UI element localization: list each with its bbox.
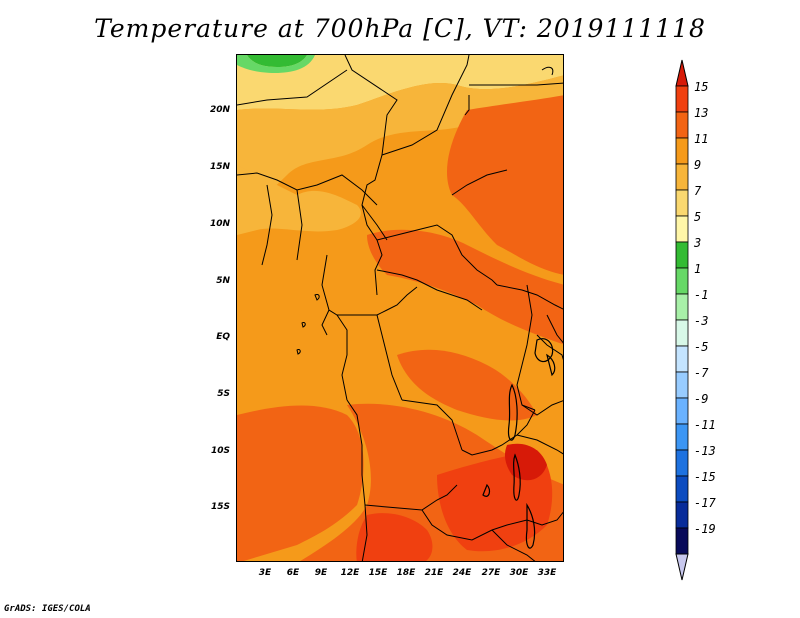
colorbar-swatch: [675, 475, 689, 503]
field-cool-edge: [237, 55, 315, 73]
colorbar-label: 15: [694, 80, 709, 94]
colorbar-label: -15: [694, 470, 716, 484]
colorbar-swatch: [675, 345, 689, 373]
colorbar-swatch: [675, 527, 689, 555]
colorbar-swatch: [675, 189, 689, 217]
colorbar-swatch: [675, 449, 689, 477]
colorbar-label: 7: [694, 184, 702, 198]
field-west-patch: [237, 165, 361, 235]
colorbar-label: -1: [694, 288, 709, 302]
colorbar-swatch: [675, 85, 689, 113]
colorbar-swatch: [675, 137, 689, 165]
lat-tick-label: 15S: [210, 502, 230, 512]
lat-tick-label: 20N: [209, 105, 230, 115]
field-west-coast: [237, 305, 262, 390]
colorbar-label: -17: [694, 496, 716, 510]
lat-tick-label: 5S: [217, 389, 230, 399]
colorbar-swatch: [675, 293, 689, 321]
colorbar-swatch: [675, 397, 689, 425]
colorbar-label: -7: [694, 366, 709, 380]
field-east-warm: [447, 95, 563, 275]
colorbar-label: -11: [694, 418, 716, 432]
lon-tick-label: 18E: [396, 568, 416, 578]
colorbar-label: -3: [694, 314, 709, 328]
lake-outlines: [482, 338, 556, 549]
field-north-band: [237, 55, 563, 110]
colorbar: [675, 59, 689, 581]
field-hottest-spot: [504, 443, 547, 481]
lon-tick-label: 33E: [537, 568, 557, 578]
colorbar-label: -9: [694, 392, 709, 406]
coast-features: [296, 66, 554, 355]
lon-tick-label: 24E: [452, 568, 472, 578]
grads-credit: GrADS: IGES/COLA: [4, 604, 91, 614]
map-title: Temperature at 700hPa [C], VT: 201911111…: [94, 14, 706, 43]
lon-tick-label: 15E: [368, 568, 388, 578]
lon-tick-label: 30E: [509, 568, 529, 578]
colorbar-arrow-top: [675, 59, 689, 87]
colorbar-label: 5: [694, 210, 702, 224]
lat-tick-label: 5N: [216, 276, 230, 286]
colorbar-swatch: [675, 241, 689, 269]
colorbar-swatch: [675, 111, 689, 139]
colorbar-swatch: [675, 423, 689, 451]
lon-tick-label: 27E: [481, 568, 501, 578]
colorbar-swatch: [675, 215, 689, 243]
colorbar-label: 11: [694, 132, 709, 146]
colorbar-label: 13: [694, 106, 709, 120]
field-basin-warm: [397, 349, 537, 421]
lon-tick-label: 12E: [340, 568, 360, 578]
lon-tick-label: 3E: [258, 568, 272, 578]
colorbar-arrow-bottom: [675, 553, 689, 581]
field-hot-south: [356, 513, 433, 561]
country-borders: [237, 55, 563, 561]
colorbar-swatch: [675, 501, 689, 529]
lon-tick-label: 9E: [314, 568, 328, 578]
field-central-warm: [367, 229, 563, 345]
colorbar-label: -13: [694, 444, 716, 458]
lat-tick-label: 10S: [210, 446, 230, 456]
lat-tick-label: 15N: [209, 162, 230, 172]
lon-tick-label: 6E: [286, 568, 300, 578]
colorbar-label: 1: [694, 262, 702, 276]
colorbar-label: -5: [694, 340, 709, 354]
colorbar-swatch: [675, 319, 689, 347]
colorbar-label: 9: [694, 158, 702, 172]
lat-tick-label: EQ: [216, 332, 230, 342]
field-southwest-warm: [237, 405, 364, 561]
colorbar-swatch: [675, 267, 689, 295]
colorbar-label: -19: [694, 522, 716, 536]
colorbar-label: 3: [694, 236, 702, 250]
temperature-map: [236, 54, 564, 562]
lat-tick-label: 10N: [209, 219, 230, 229]
colorbar-swatch: [675, 163, 689, 191]
colorbar-swatch: [675, 371, 689, 399]
lon-tick-label: 21E: [424, 568, 444, 578]
field-cold-spot: [247, 55, 307, 67]
